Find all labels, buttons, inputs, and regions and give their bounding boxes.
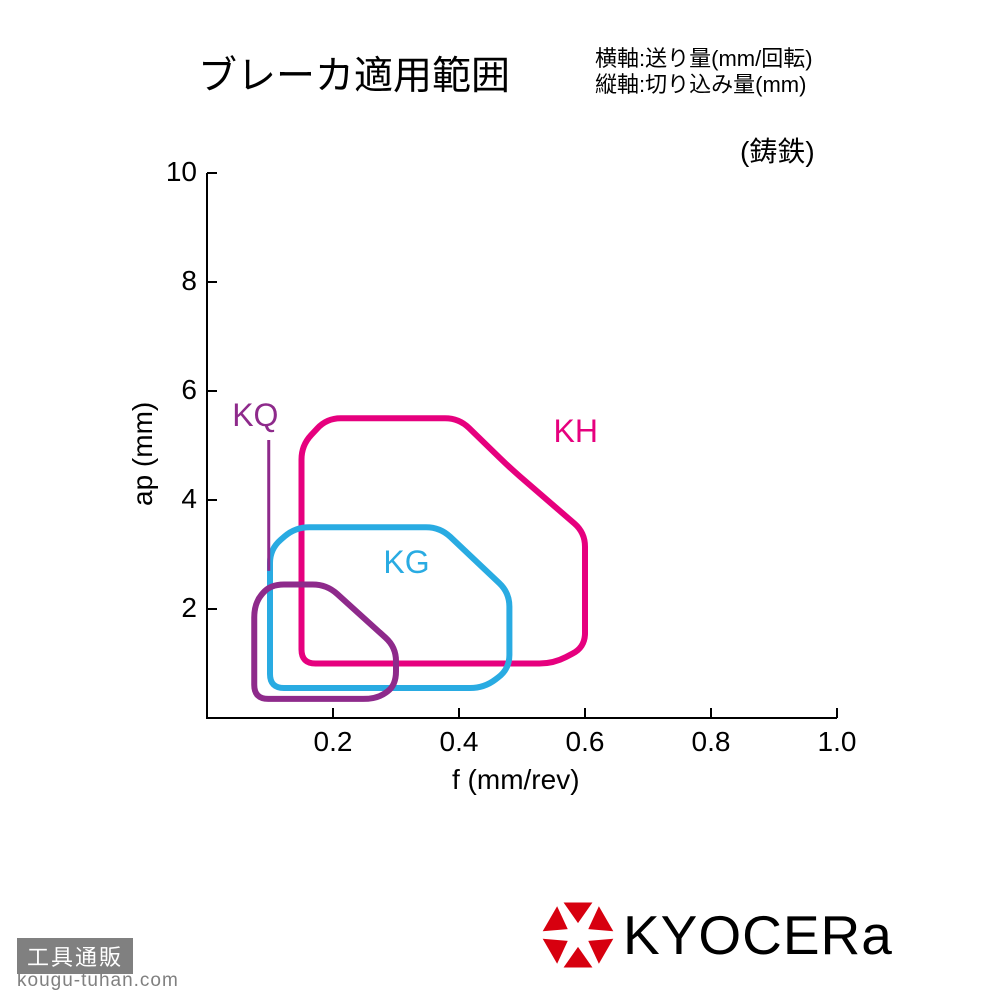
y-tick-label: 2 [147,592,197,624]
x-axis-label: f (mm/rev) [452,764,580,796]
series-label-kh: KH [554,413,598,450]
footer-url: kougu-tuhan.com [17,970,179,992]
series-kq [254,584,396,698]
material-label: (鋳鉄) [740,130,815,170]
y-tick-label: 4 [147,483,197,515]
y-tick-label: 8 [147,265,197,297]
y-tick-label: 6 [147,374,197,406]
series-kh [302,418,586,663]
y-tick-label: 10 [147,156,197,188]
x-tick-label: 0.2 [303,726,363,758]
chart-plot-area [207,173,837,718]
x-tick-label: 0.6 [555,726,615,758]
legend-line-2: 縦軸:切り込み量(mm) [595,67,806,99]
x-tick-label: 1.0 [807,726,867,758]
series-label-kq: KQ [232,397,278,434]
brand-logo: KYOCERa [541,898,893,972]
kyocera-mark-icon [541,898,615,972]
x-tick-label: 0.4 [429,726,489,758]
x-tick-label: 0.8 [681,726,741,758]
chart-title: ブレーカ適用範囲 [198,45,510,101]
brand-text: KYOCERa [623,903,893,967]
series-label-kg: KG [383,544,429,581]
footer-badge: 工具通販 [17,938,133,974]
